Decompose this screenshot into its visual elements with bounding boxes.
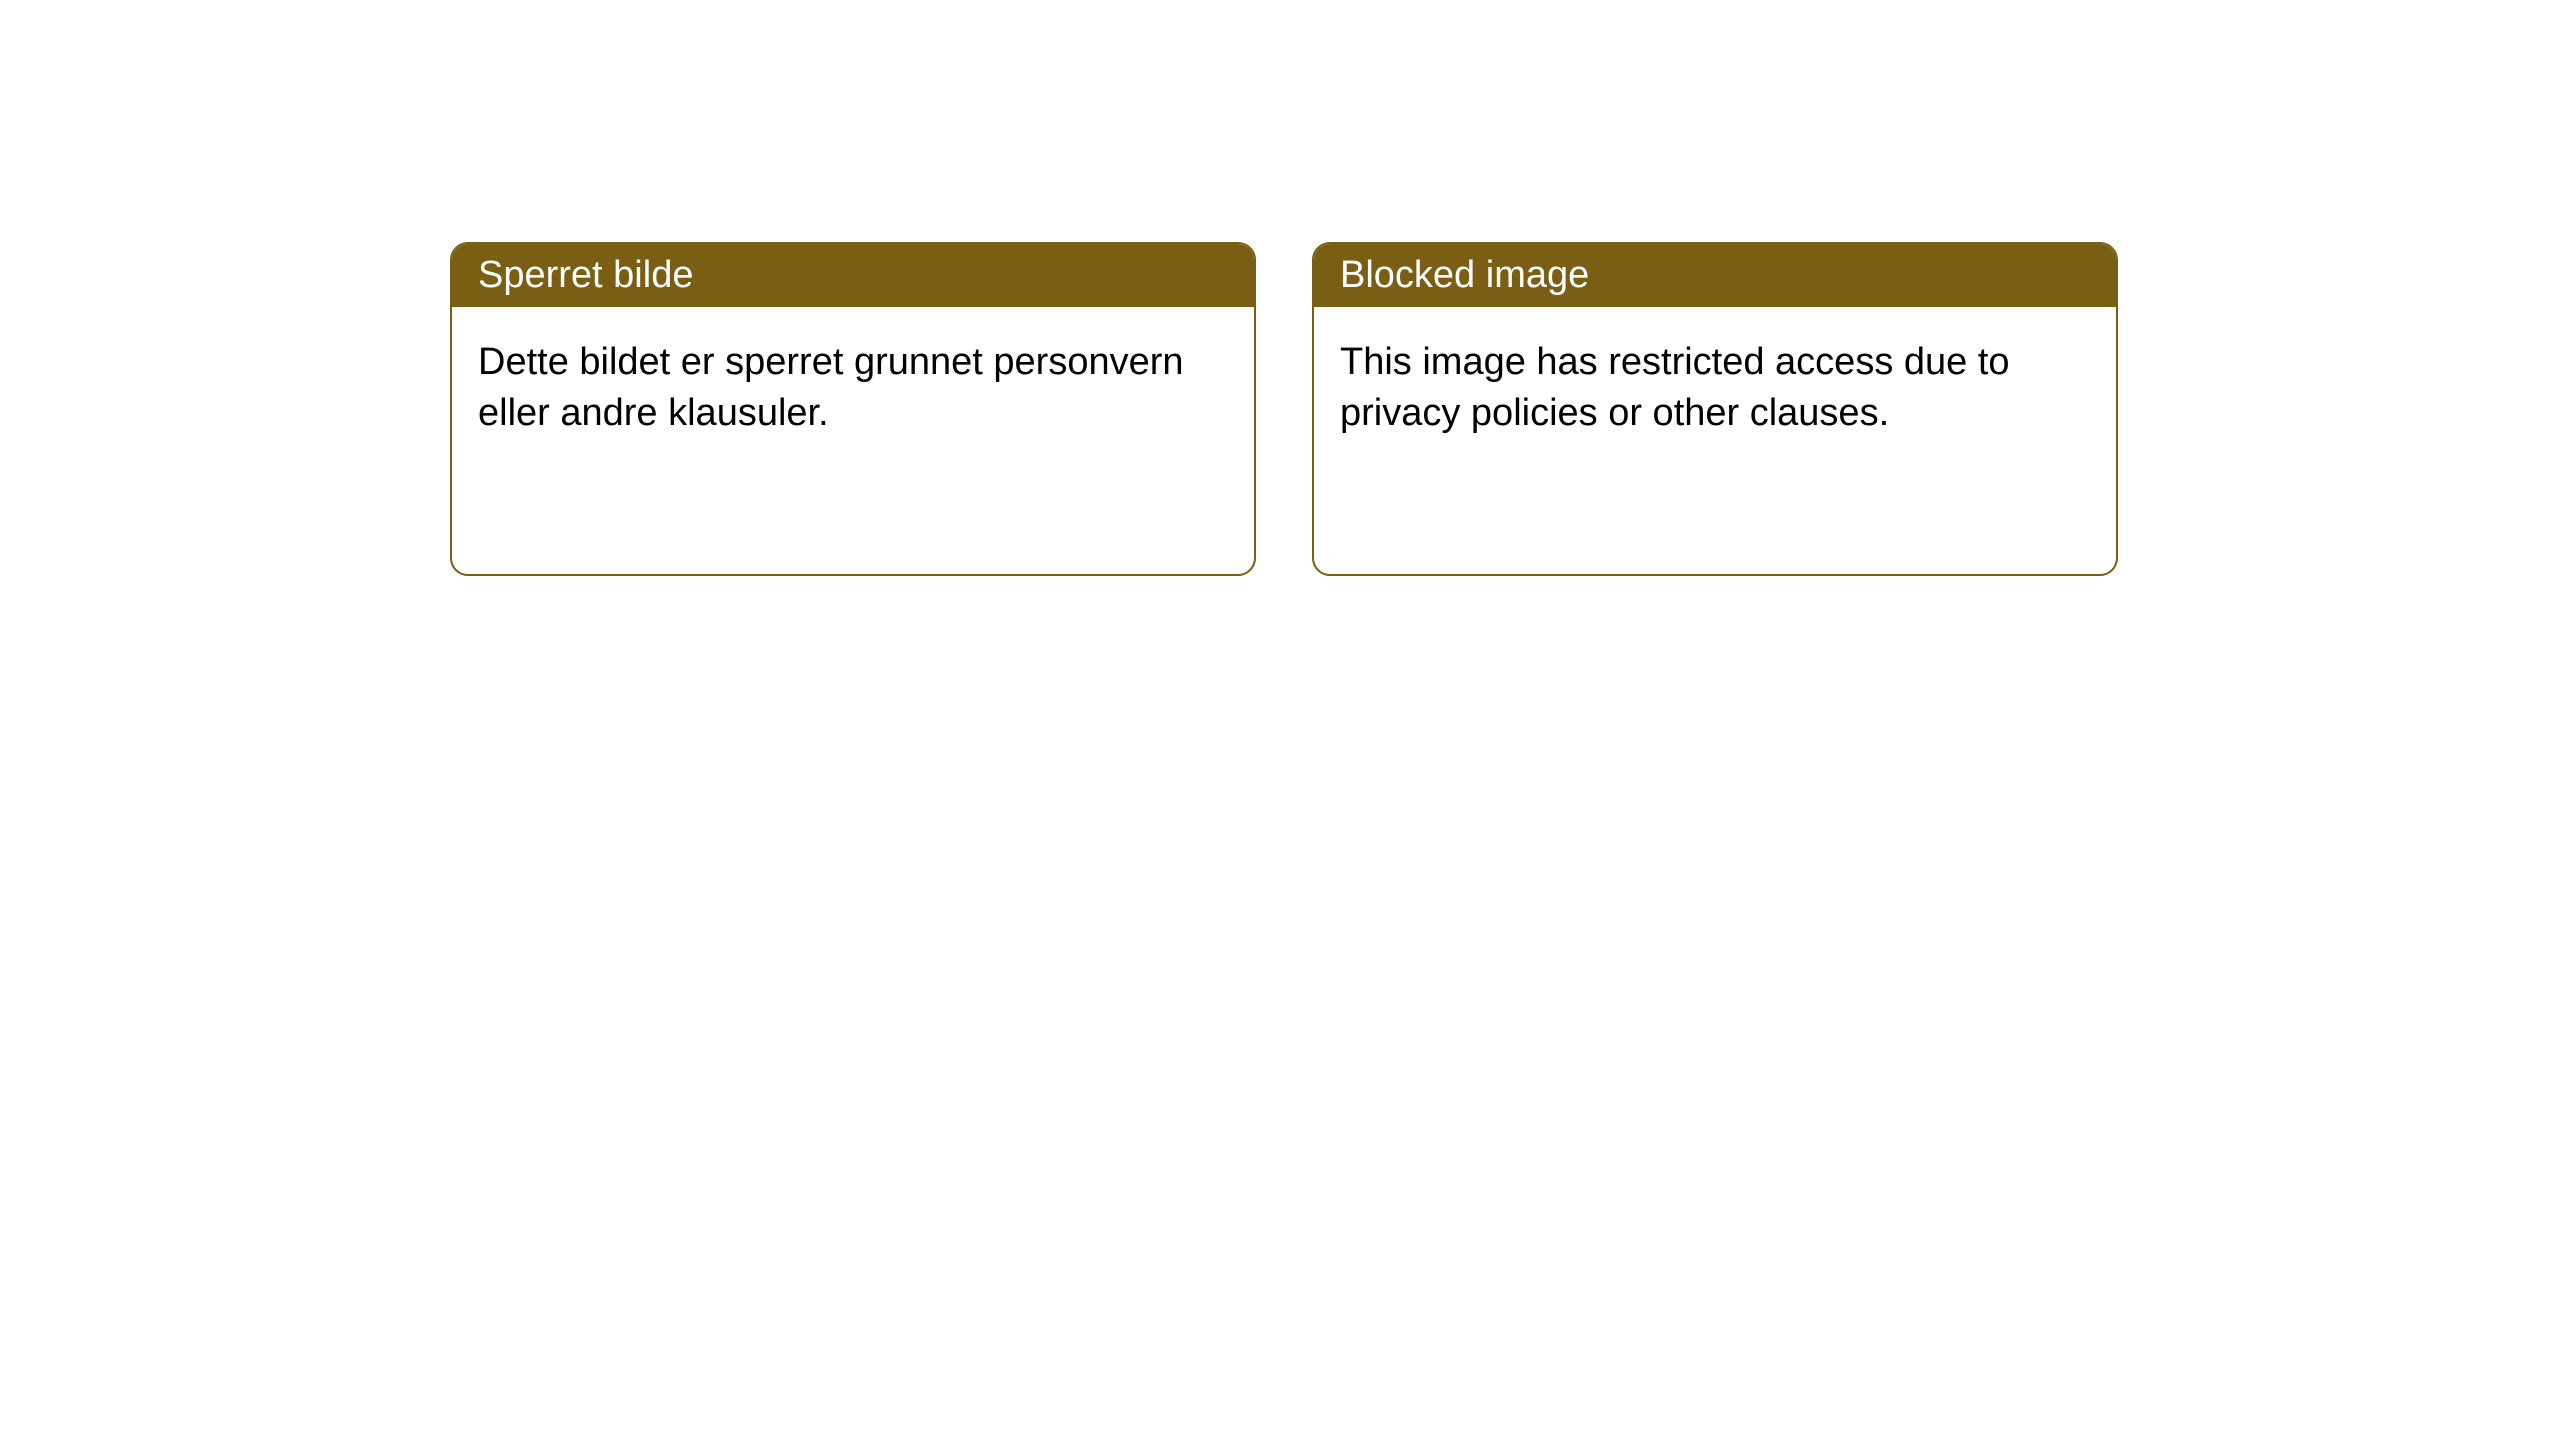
- card-title-english: Blocked image: [1340, 254, 1589, 296]
- card-body-english: This image has restricted access due to …: [1314, 307, 2116, 470]
- card-header-norwegian: Sperret bilde: [452, 244, 1254, 307]
- card-message-english: This image has restricted access due to …: [1340, 341, 2010, 434]
- blocked-image-card-norwegian: Sperret bilde Dette bildet er sperret gr…: [450, 242, 1256, 576]
- blocked-image-card-english: Blocked image This image has restricted …: [1312, 242, 2118, 576]
- card-title-norwegian: Sperret bilde: [478, 254, 693, 296]
- cards-container: Sperret bilde Dette bildet er sperret gr…: [0, 0, 2560, 576]
- card-message-norwegian: Dette bildet er sperret grunnet personve…: [478, 341, 1184, 434]
- card-header-english: Blocked image: [1314, 244, 2116, 307]
- card-body-norwegian: Dette bildet er sperret grunnet personve…: [452, 307, 1254, 470]
